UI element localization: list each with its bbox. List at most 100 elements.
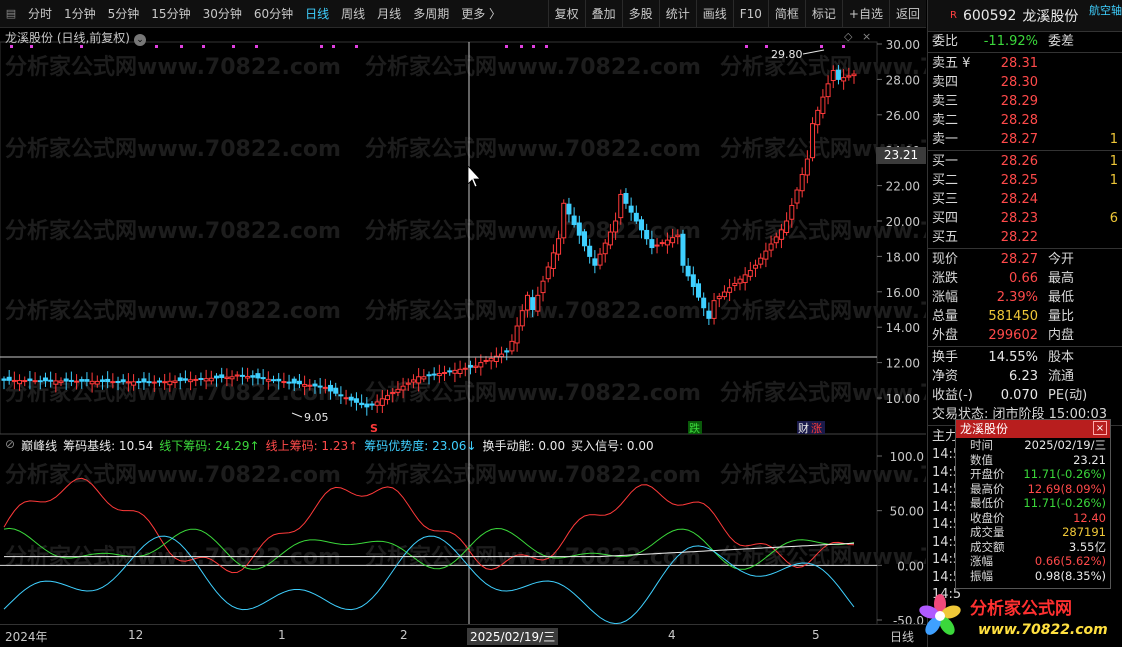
stat-label-2: 流通 <box>1048 369 1075 384</box>
toolbar-button[interactable]: 返回 <box>888 0 926 28</box>
watermark-text: 分析家公式网www.70822.com <box>365 54 701 80</box>
candle-body <box>229 376 235 380</box>
candle-body <box>234 374 240 377</box>
toolbar-button[interactable]: 叠加 <box>584 0 622 28</box>
period-label[interactable]: 日线 <box>890 630 915 644</box>
candle-body <box>592 258 598 266</box>
popup-value: 12.40 <box>1073 510 1106 525</box>
period-tab[interactable]: 1分钟 <box>64 6 96 21</box>
trend-arrow-icon: ↑ <box>348 439 359 453</box>
chevron-down-icon[interactable]: ⌄ <box>134 34 146 46</box>
line-xia-chouma <box>3 527 855 570</box>
kline-chart[interactable]: 分析家公式网www.70822.com 分析家公式网www.70822.com 分析… <box>0 0 926 624</box>
toolbar-button[interactable]: F10 <box>732 0 768 28</box>
ind-y-tick-label: -50.0 <box>893 614 924 624</box>
candle-body <box>405 382 411 385</box>
period-tab[interactable]: 日线 <box>305 6 330 21</box>
candle-body <box>110 381 116 384</box>
candle-body <box>556 238 562 255</box>
candle-body <box>6 376 12 381</box>
candle-body <box>846 75 852 78</box>
toolbar-button[interactable]: 复权 <box>547 0 585 28</box>
signal-dot <box>842 45 845 48</box>
candle-body <box>245 375 251 379</box>
indicator-value: 筹码优势度: 23.06↓ <box>364 439 477 453</box>
candle-body <box>198 377 204 380</box>
close-icon[interactable]: × <box>1093 421 1107 435</box>
candle-body <box>255 373 261 379</box>
candle-body <box>602 242 608 255</box>
candle-body <box>763 250 769 260</box>
order-volume: 6 <box>1109 211 1118 226</box>
toolbar-button[interactable]: 统计 <box>658 0 696 28</box>
event-label: 涨 <box>811 422 822 435</box>
signal-dot <box>232 45 235 48</box>
watermark-text: 分析家公式网www.70822.com <box>720 54 926 80</box>
candle-body <box>810 123 816 159</box>
order-price: 28.28 <box>1000 113 1038 128</box>
candle-body <box>835 69 841 80</box>
period-tab[interactable]: 月线 <box>377 6 402 21</box>
stats-list: 现价 28.27 今开 涨跌 0.66 最高 涨幅 2.39% 最低 总量 581450 量比 外盘 29… <box>928 250 1122 345</box>
period-tab[interactable]: 周线 <box>341 6 366 21</box>
sector-label[interactable]: 航空轴 <box>1089 4 1122 17</box>
period-tab[interactable]: 60分钟 <box>253 6 294 21</box>
order-row: 买一 28.26 1 <box>928 152 1122 171</box>
signal-dot <box>10 45 13 48</box>
toolbar-button[interactable]: 画线 <box>695 0 733 28</box>
candle-body <box>146 381 152 384</box>
indicator-icon[interactable]: ⊘ <box>5 437 16 451</box>
candle-body <box>618 193 624 219</box>
candle-body <box>587 245 593 257</box>
watermark-text: 分析家公式网www.70822.com <box>720 462 926 488</box>
candle-body <box>499 353 505 358</box>
period-tab[interactable]: 5分钟 <box>107 6 140 21</box>
y-tick-label: 28.00 <box>886 73 920 87</box>
candle-body <box>32 380 38 383</box>
layout-icon[interactable]: ▤ <box>5 7 17 20</box>
order-label: 买一 <box>932 154 959 169</box>
period-tab[interactable]: 15分钟 <box>151 6 191 21</box>
candle-body <box>296 380 302 385</box>
candle-body <box>804 158 810 176</box>
tick-time: 14:5 <box>932 552 962 567</box>
tick-time: 14:5 <box>932 447 962 462</box>
candle-body <box>410 379 416 383</box>
watermark-text: 分析家公式网www.70822.com <box>365 136 701 162</box>
stat-value: 299602 <box>988 328 1038 343</box>
watermark-text: 分析家公式网www.70822.com <box>365 462 701 488</box>
chart-toolbar: ▤ 分时 1分钟 5分钟 15分钟 30分钟 60分钟 日线 周线 月线 多周期 更多 〉 复权 叠加… <box>0 0 926 28</box>
watermark-text: 分析家公式网www.70822.com <box>5 462 341 488</box>
candle-body <box>317 385 323 388</box>
period-tab[interactable]: 30分钟 <box>202 6 242 21</box>
period-tab[interactable]: 分时 <box>28 6 53 21</box>
zhuli-label: 主力 <box>932 429 959 444</box>
order-price: 28.25 <box>1000 173 1038 188</box>
toolbar-button[interactable]: 标记 <box>804 0 842 28</box>
toolbar-button[interactable]: +自选 <box>841 0 889 28</box>
candle-body <box>286 381 292 384</box>
order-row: 卖一 28.27 1 <box>928 130 1122 149</box>
signal-dot <box>255 45 258 48</box>
candle-body <box>442 372 448 375</box>
chart-title-text: 龙溪股份 (日线,前复权) <box>5 31 130 45</box>
event-label: 跌 <box>689 421 700 435</box>
toolbar-button[interactable]: 多股 <box>621 0 659 28</box>
candle-body <box>535 294 541 312</box>
candle-body <box>488 357 494 362</box>
popup-row: 收盘价 12.40 <box>956 511 1110 526</box>
period-tab[interactable]: 多周期 <box>413 6 450 21</box>
period-tab[interactable]: 更多 〉 <box>461 6 502 21</box>
stat-value: 28.27 <box>1000 252 1038 267</box>
candle-body <box>307 384 313 387</box>
candle-body <box>509 340 515 352</box>
y-tick-label: 12.00 <box>886 357 920 371</box>
weibi-value: -11.92% <box>983 34 1038 49</box>
popup-key: 开盘价 <box>970 467 1005 481</box>
candle-body <box>716 295 722 300</box>
stat-row: 涨幅 2.39% 最低 <box>928 288 1122 307</box>
toolbar-button[interactable]: 简框 <box>767 0 805 28</box>
candle-body <box>493 355 499 363</box>
tick-row: 14:5 <box>928 481 1122 499</box>
candle-body <box>841 77 847 82</box>
